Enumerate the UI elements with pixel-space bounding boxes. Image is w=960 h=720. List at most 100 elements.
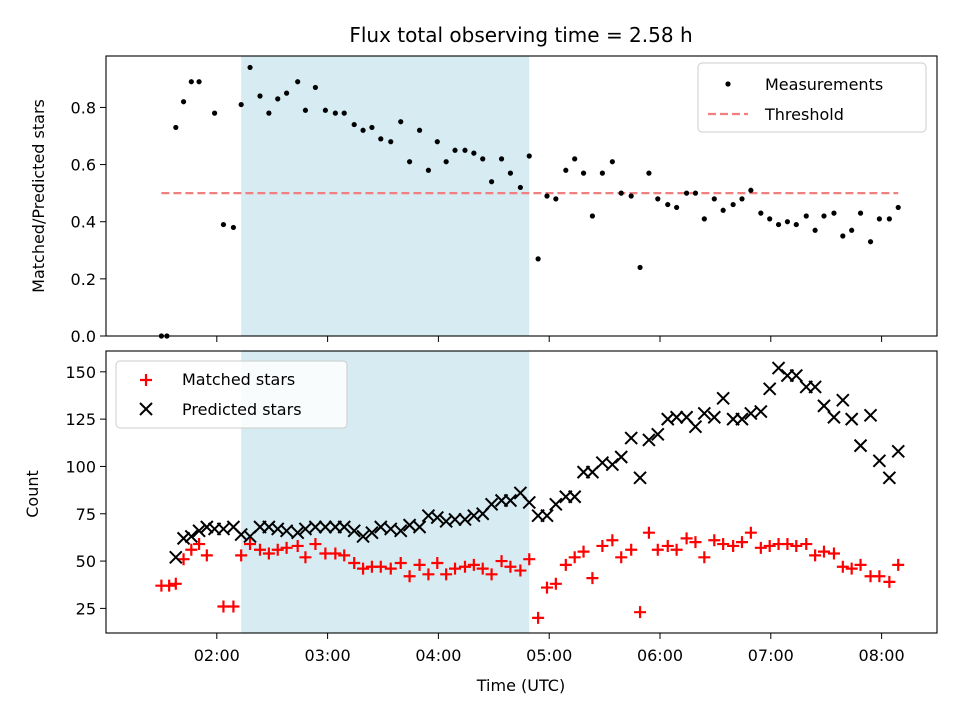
measurement-point <box>895 204 901 211</box>
bottom-y-ticks: 25 50 75 100 125 150 <box>65 363 106 618</box>
matched-star-point <box>271 543 284 556</box>
measurement-point <box>665 201 671 208</box>
measurement-points <box>158 64 901 339</box>
measurement-point <box>295 79 301 85</box>
matched-star-point <box>384 562 397 575</box>
bottom-y-axis-label: Count <box>23 470 42 518</box>
predicted-star-point <box>762 382 777 396</box>
predicted-star-point <box>567 490 582 504</box>
measurement-point <box>332 110 338 116</box>
matched-star-point <box>651 543 664 556</box>
measurement-point <box>488 179 495 185</box>
measurement-point <box>526 153 532 159</box>
measurement-point <box>655 196 661 202</box>
matched-star-point <box>717 538 730 551</box>
x-tick-label: 06:00 <box>637 646 683 665</box>
predicted-star-points <box>169 361 905 565</box>
matched-star-point <box>809 549 822 562</box>
measurement-point <box>406 159 413 165</box>
predicted-star-point <box>290 525 305 540</box>
predicted-star-point <box>279 524 294 538</box>
predicted-star-point <box>669 410 684 424</box>
measurement-point <box>360 127 366 133</box>
predicted-star-point <box>308 520 323 534</box>
measurement-point <box>637 264 643 271</box>
measurement-point <box>589 213 596 219</box>
matched-star-point <box>514 564 527 577</box>
matched-star-point <box>854 558 867 571</box>
matched-star-point <box>827 547 840 560</box>
predicted-star-point <box>365 525 379 540</box>
predicted-star-point <box>891 444 905 459</box>
x-tick-label: 03:00 <box>305 646 351 665</box>
measurement-point <box>758 210 764 216</box>
measurement-point <box>840 233 846 239</box>
measurement-point <box>553 196 559 202</box>
matched-star-point <box>606 534 619 547</box>
measurement-point <box>284 90 290 96</box>
matched-star-point <box>642 526 655 539</box>
matched-star-point <box>467 558 480 571</box>
measurement-point <box>257 93 263 99</box>
matched-star-point <box>338 549 351 562</box>
measurement-point <box>247 64 253 71</box>
matched-star-point <box>698 551 711 564</box>
matched-star-point <box>177 553 190 566</box>
matched-star-point <box>661 539 674 552</box>
legend-measurements-label: Measurements <box>765 75 883 94</box>
matched-star-point <box>440 568 453 581</box>
measurement-point <box>369 124 375 131</box>
bottom-y-tick-label: 100 <box>65 457 96 476</box>
top-shaded-span <box>241 56 530 336</box>
measurement-point <box>266 110 272 116</box>
x-tick-label: 08:00 <box>859 646 905 665</box>
predicted-star-point <box>356 529 370 544</box>
matched-star-point <box>200 549 213 562</box>
legend-predicted-label: Predicted stars <box>182 400 302 419</box>
measurement-point <box>211 110 218 116</box>
predicted-star-point <box>503 493 518 508</box>
matched-star-point <box>532 611 545 624</box>
predicted-star-point <box>707 410 721 424</box>
measurement-point <box>646 170 652 176</box>
measurement-point <box>230 224 237 231</box>
matched-star-point <box>735 536 748 549</box>
matched-star-point <box>744 526 757 539</box>
matched-star-point <box>845 562 858 575</box>
matched-star-point <box>374 560 387 573</box>
measurement-point <box>302 107 309 113</box>
measurement-point <box>580 170 587 176</box>
measurement-point <box>312 84 319 91</box>
measurement-point <box>416 127 423 133</box>
predicted-star-point <box>863 408 878 423</box>
measurement-point <box>793 221 799 228</box>
measurement-point <box>857 210 864 216</box>
matched-star-point <box>262 547 275 560</box>
measurement-point <box>351 121 357 128</box>
matched-star-point <box>708 534 721 547</box>
predicted-star-point <box>836 393 850 407</box>
top-y-ticks: 0.0 0.2 0.4 0.6 0.8 <box>71 98 106 346</box>
chart-title: Flux total observing time = 2.58 h <box>349 23 692 47</box>
measurement-point <box>443 159 449 165</box>
measurement-point <box>831 210 837 216</box>
measurement-point <box>188 79 194 85</box>
matched-star-point <box>185 543 198 556</box>
measurement-point <box>812 227 818 233</box>
matched-star-point <box>596 539 609 552</box>
predicted-star-point <box>484 497 499 512</box>
top-y-axis-label: Matched/Predicted stars <box>29 99 48 293</box>
matched-star-point <box>254 543 267 556</box>
bottom-y-tick-label: 125 <box>65 410 96 429</box>
matched-star-point <box>476 562 489 575</box>
predicted-star-point <box>754 404 768 419</box>
measurement-point <box>701 216 707 222</box>
measurement-point <box>599 170 605 176</box>
top-x-tick-marks <box>216 336 883 342</box>
top-y-tick-label: 0.8 <box>71 98 96 117</box>
matched-star-point <box>634 606 647 619</box>
matched-star-point <box>727 539 740 552</box>
measurement-point <box>498 156 505 162</box>
predicted-star-point <box>697 406 712 421</box>
